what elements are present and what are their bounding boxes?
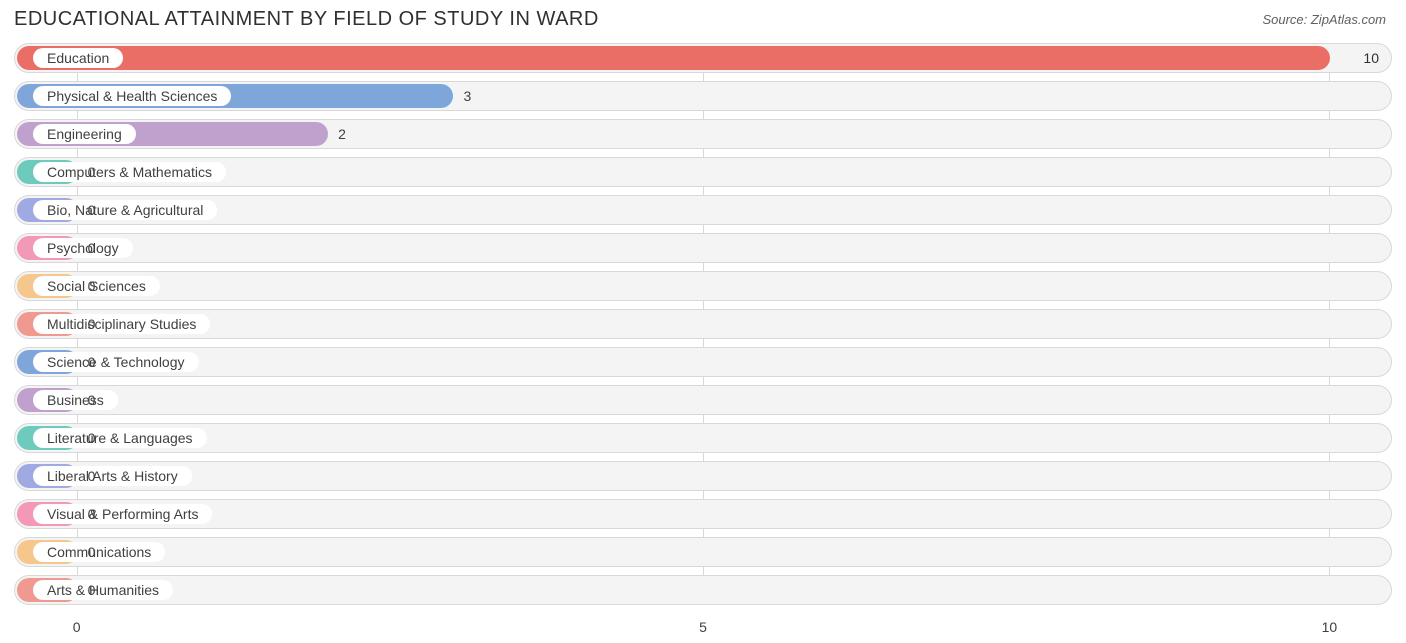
bar-label: Visual & Performing Arts [33, 504, 212, 524]
bar-row: Multidisciplinary Studies0 [14, 309, 1392, 339]
bar-label: Social Sciences [33, 276, 160, 296]
bar-row: Social Sciences0 [14, 271, 1392, 301]
bar-label: Communications [33, 542, 165, 562]
bar-label: Science & Technology [33, 352, 199, 372]
x-axis: 0 5 10 [14, 613, 1392, 643]
bars-container: Education 10 Physical & Health Sciences 3 En… [14, 43, 1392, 605]
bar-value: 0 [88, 386, 96, 414]
bar-row: Psychology0 [14, 233, 1392, 263]
bar-value: 0 [88, 538, 96, 566]
bar-value: 0 [88, 462, 96, 490]
bar-value: 3 [463, 82, 471, 110]
bar-row: Business0 [14, 385, 1392, 415]
bar-label: Multidisciplinary Studies [33, 314, 210, 334]
axis-tick: 5 [699, 619, 707, 635]
bar-value: 0 [88, 576, 96, 604]
bar-row: Visual & Performing Arts0 [14, 499, 1392, 529]
axis-tick: 0 [73, 619, 81, 635]
bar-value: 0 [88, 310, 96, 338]
bar-value: 0 [88, 158, 96, 186]
bar-row: Computers & Mathematics0 [14, 157, 1392, 187]
bar-value: 0 [88, 234, 96, 262]
bar-label: Psychology [33, 238, 133, 258]
bar-value: 2 [338, 120, 346, 148]
bar-row: Liberal Arts & History0 [14, 461, 1392, 491]
bar-label: Bio, Nature & Agricultural [33, 200, 217, 220]
bar-row: Communications0 [14, 537, 1392, 567]
bar-label: Education [33, 48, 123, 68]
bar-row: Physical & Health Sciences 3 [14, 81, 1392, 111]
bar-value: 0 [88, 500, 96, 528]
chart-title: EDUCATIONAL ATTAINMENT BY FIELD OF STUDY… [14, 8, 599, 31]
bar-row: Science & Technology0 [14, 347, 1392, 377]
bar-label: Business [33, 390, 118, 410]
bar-row: Education 10 [14, 43, 1392, 73]
bar-value: 0 [88, 424, 96, 452]
chart-header: EDUCATIONAL ATTAINMENT BY FIELD OF STUDY… [0, 0, 1406, 35]
chart-source: Source: ZipAtlas.com [1262, 12, 1386, 27]
bar-label: Engineering [33, 124, 136, 144]
bar-label: Physical & Health Sciences [33, 86, 231, 106]
bar-row: Engineering 2 [14, 119, 1392, 149]
bar-label: Literature & Languages [33, 428, 207, 448]
chart-area: Education 10 Physical & Health Sciences 3 En… [0, 35, 1406, 643]
bar-label: Arts & Humanities [33, 580, 173, 600]
bar-row: Bio, Nature & Agricultural0 [14, 195, 1392, 225]
bar-label: Computers & Mathematics [33, 162, 226, 182]
bar-value: 10 [1363, 44, 1379, 72]
bar-row: Literature & Languages0 [14, 423, 1392, 453]
bar-row: Arts & Humanities0 [14, 575, 1392, 605]
bar-value: 0 [88, 196, 96, 224]
bar-label: Liberal Arts & History [33, 466, 192, 486]
bar-value: 0 [88, 348, 96, 376]
bar-value: 0 [88, 272, 96, 300]
bar-fill [17, 46, 1330, 70]
axis-tick: 10 [1322, 619, 1338, 635]
